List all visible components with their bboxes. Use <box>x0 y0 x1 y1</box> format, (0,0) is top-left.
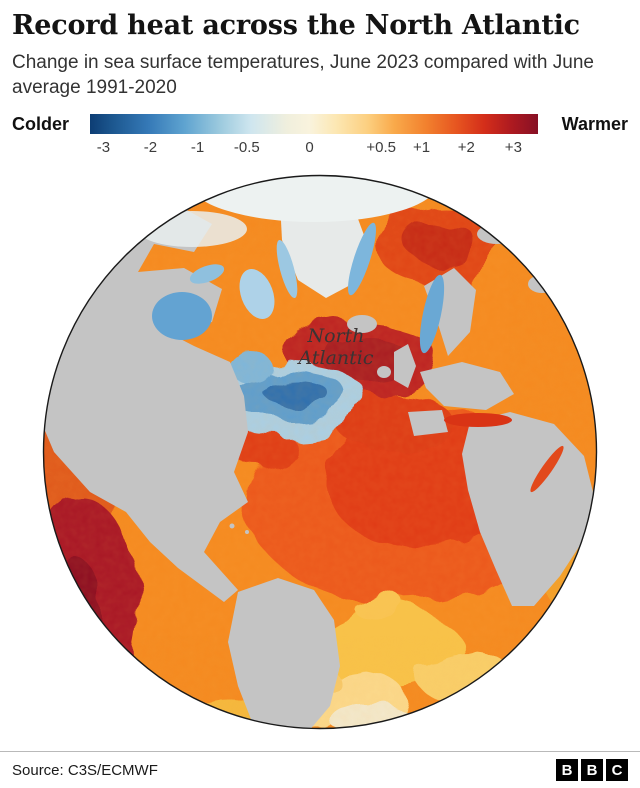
legend-tick: +3 <box>504 139 522 157</box>
land-ireland <box>377 366 391 379</box>
bbc-logo-block: C <box>606 759 628 781</box>
north-atlantic-label-line2: Atlantic <box>296 347 373 369</box>
legend-tick: -0.5 <box>233 139 260 157</box>
color-scale-legend: Colder Warmer -3 -2 -1 -0.5 0 +0.5 +1 +2… <box>12 114 628 166</box>
legend-tick: -2 <box>143 139 158 157</box>
legend-tick-row: -3 -2 -1 -0.5 0 +0.5 +1 +2 +3 <box>90 139 538 159</box>
bbc-logo: B B C <box>556 759 628 781</box>
legend-tick: +0.5 <box>366 139 396 157</box>
land-britain <box>394 344 416 389</box>
globe-map: North Atlantic <box>42 175 598 730</box>
footer: Source: C3S/ECMWF B B C <box>0 751 640 788</box>
page-title: Record heat across the North Atlantic <box>12 10 580 41</box>
header: Record heat across the North Atlantic Ch… <box>0 0 640 100</box>
bbc-logo-block: B <box>581 759 603 781</box>
land-europe <box>420 362 514 411</box>
land-iceland <box>347 315 377 334</box>
legend-colder-label: Colder <box>12 114 70 135</box>
legend-tick: 0 <box>305 139 314 157</box>
land-arctic-islands <box>528 275 556 294</box>
land-arctic-islands <box>477 224 517 245</box>
land-south-america <box>228 578 340 729</box>
page-subtitle: Change in sea surface temperatures, June… <box>12 52 594 99</box>
land-africa <box>462 412 594 607</box>
legend-tick: +2 <box>457 139 475 157</box>
globe-map-container: North Atlantic <box>42 174 598 730</box>
legend-tick: -3 <box>96 139 111 157</box>
legend-warmer-label: Warmer <box>561 114 628 135</box>
globe-outline <box>42 175 598 730</box>
bbc-logo-block: B <box>556 759 578 781</box>
land-iberia <box>408 410 448 437</box>
legend-tick: -1 <box>190 139 205 157</box>
color-scale-bar <box>90 114 538 135</box>
north-atlantic-label-line1: North <box>306 325 364 347</box>
legend-tick: +1 <box>412 139 431 157</box>
source-credit: Source: C3S/ECMWF <box>12 761 158 779</box>
